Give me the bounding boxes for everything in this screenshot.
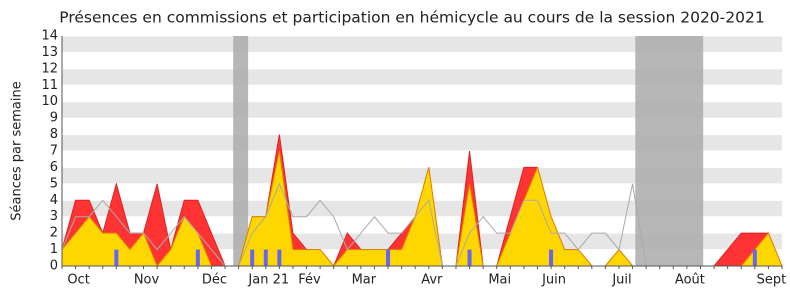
shaded-period <box>635 36 704 266</box>
x-tick-label: Déc <box>202 273 227 288</box>
bar <box>277 249 282 266</box>
bar <box>250 249 255 266</box>
y-tick-label: 3 <box>50 209 58 224</box>
x-tick-label: Mar <box>352 273 377 288</box>
x-tick-label: Juil <box>611 273 631 288</box>
x-tick-label: Fév <box>298 273 321 288</box>
x-tick-label: Août <box>675 273 705 288</box>
shaded-period <box>233 36 249 266</box>
y-tick-label: 12 <box>41 61 58 76</box>
x-tick-label: Juin <box>541 273 566 288</box>
x-tick-label: Jan 21 <box>247 273 289 288</box>
y-tick-label: 0 <box>50 259 58 274</box>
y-tick-label: 10 <box>41 94 58 109</box>
bar <box>195 249 200 266</box>
bar <box>467 249 472 266</box>
y-tick-label: 13 <box>41 45 58 60</box>
x-tick-label: Nov <box>134 273 160 288</box>
y-tick-label: 5 <box>50 176 58 191</box>
x-tick-label: Sept <box>757 273 787 288</box>
bar <box>386 249 391 266</box>
x-tick-label: Oct <box>67 273 89 288</box>
y-tick-label: 8 <box>50 127 58 142</box>
x-tick-label: Mai <box>488 273 511 288</box>
y-tick-label: 2 <box>50 226 58 241</box>
y-axis-label: Séances par semaine <box>10 81 25 220</box>
y-tick-label: 7 <box>50 144 58 159</box>
bar <box>114 249 119 266</box>
y-tick-label: 11 <box>41 78 58 93</box>
y-tick-label: 14 <box>41 29 58 44</box>
chart-title: Présences en commissions et participatio… <box>59 9 764 27</box>
x-tick-label: Avr <box>421 273 443 288</box>
bar <box>263 249 268 266</box>
y-tick-label: 6 <box>50 160 58 175</box>
y-tick-label: 1 <box>50 242 58 257</box>
y-tick-label: 9 <box>50 111 58 126</box>
y-tick-label: 4 <box>50 193 58 208</box>
bar <box>752 249 757 266</box>
bar <box>549 249 554 266</box>
